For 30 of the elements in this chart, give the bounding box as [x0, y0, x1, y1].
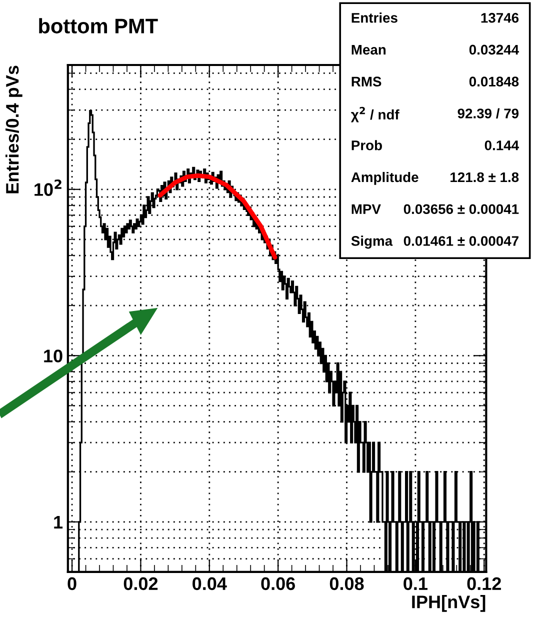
- annotation: Prob: [352, 140, 382, 150]
- text: Mean: [352, 44, 386, 55]
- x-tick-label: 0.12: [467, 577, 501, 590]
- annotation: χ$^{2}$ / ndf: [350, 106, 400, 122]
- annotation: 0.144: [484, 140, 519, 150]
- annotation: 121.8 ± 1.8: [450, 172, 519, 182]
- annotation: 0.03656 ± 0.00041: [404, 204, 519, 214]
- x-tick-label: 0.06: [261, 577, 295, 590]
- annotation: RMS: [352, 76, 382, 87]
- y-tick-label: 1: [54, 516, 63, 528]
- text: 0.03244: [469, 44, 519, 55]
- y-tick-label: 10$^{2}$: [34, 180, 62, 196]
- annotation: Amplitude: [351, 172, 418, 185]
- x-tick-label: 0.1: [404, 577, 428, 590]
- annotation: MPV: [352, 204, 381, 214]
- chart-title: bottom PMT: [39, 18, 158, 34]
- x-tick-label: 0: [68, 577, 76, 590]
- text: Entries: [352, 12, 398, 23]
- y-axis-title: Entries/0.4 pVs: [6, 66, 22, 194]
- annotation: 92.39 / 79: [458, 108, 519, 119]
- annotation: 0.01461 ± 0.00047: [404, 236, 518, 246]
- x-tick-label: 0.04: [192, 577, 227, 590]
- x-tick-label: 0.02: [124, 577, 158, 590]
- x-axis-title: IPH[nVs]: [412, 595, 486, 612]
- annotation: 0.01848: [469, 76, 519, 87]
- x-tick-label: 0.08: [330, 577, 364, 590]
- y-tick-label: 10: [44, 350, 62, 362]
- annotation: Sigma: [351, 236, 393, 249]
- text: 13746: [481, 12, 519, 23]
- line-series: [158, 173, 278, 260]
